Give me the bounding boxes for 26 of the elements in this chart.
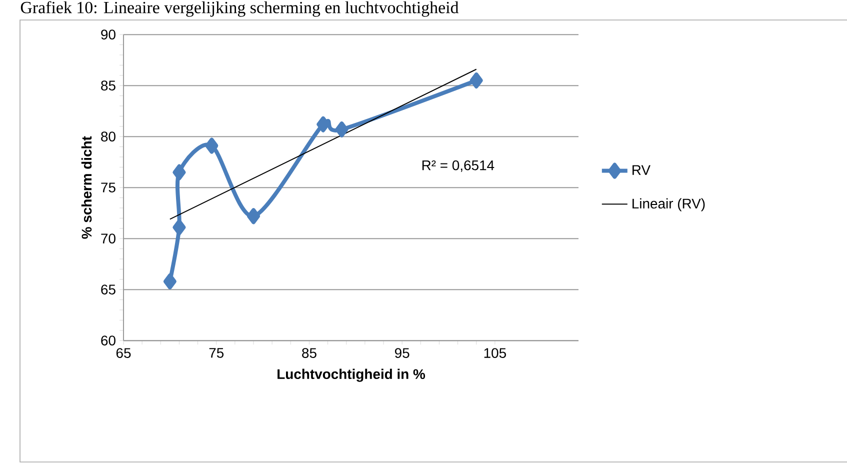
y-tick-label: 65 <box>101 284 116 295</box>
x-tick-label: 75 <box>209 348 224 358</box>
x-tick-label: 105 <box>484 348 506 358</box>
point <box>172 164 186 180</box>
point <box>247 208 260 224</box>
y-tick-label: 60 <box>101 336 116 346</box>
legend-label: Lineair (RV) <box>632 198 705 212</box>
y-tick-label: 90 <box>101 30 116 40</box>
point <box>205 138 218 154</box>
legend-label: RV <box>632 165 650 175</box>
y-tick-label: 75 <box>101 182 116 192</box>
point <box>163 273 176 290</box>
y-tick-label: 85 <box>101 80 116 91</box>
point <box>172 219 186 236</box>
x-tick-label: 65 <box>116 348 131 358</box>
y-axis-title: % scherm dicht <box>81 136 92 239</box>
y-tick-label: 80 <box>101 132 116 142</box>
chart-title: Grafiek 10: Lineaire vergelijking scherming en luchtvochtigheid <box>20 1 459 17</box>
x-tick-label: 95 <box>394 348 410 358</box>
y-tick-label: 70 <box>101 234 116 244</box>
point <box>335 121 348 138</box>
x-axis-title: Luchtvochtigheid in % <box>278 368 426 382</box>
x-tick-label: 85 <box>302 348 316 358</box>
annotation: R² = 0,6514 <box>422 160 494 172</box>
point <box>316 116 330 132</box>
point <box>470 72 483 88</box>
